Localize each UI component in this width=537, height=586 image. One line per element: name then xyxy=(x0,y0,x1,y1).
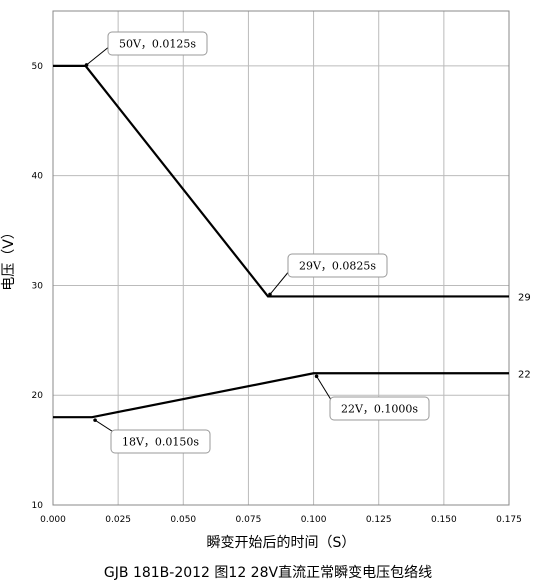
x-tick-label: 0.000 xyxy=(40,515,66,525)
callout: 18V，0.0150s xyxy=(93,418,211,454)
callouts: 50V，0.0125s 29V，0.0825s 22V，0.1000s 18V，0.0… xyxy=(84,31,430,454)
y-tick-label: 40 xyxy=(32,172,44,182)
y-axis-title: 电压（V） xyxy=(1,225,17,291)
y-tick-label: 10 xyxy=(32,501,44,511)
callout: 22V，0.1000s xyxy=(314,374,430,421)
callout-pointer xyxy=(93,418,97,422)
x-tick-label: 0.075 xyxy=(236,515,262,525)
callout-pointer xyxy=(314,374,319,379)
y-tick-label: 20 xyxy=(32,391,44,401)
callout-label: 18V，0.0150s xyxy=(122,436,199,449)
callout-box xyxy=(287,253,388,278)
x-tick-label: 0.050 xyxy=(170,515,196,525)
callout-leader xyxy=(86,45,111,66)
envelope-line-2 xyxy=(53,372,509,419)
plot-area-frame xyxy=(52,10,510,506)
callout-box xyxy=(329,396,430,421)
callout-pointer xyxy=(268,292,272,297)
callout-leader xyxy=(269,269,291,295)
callout-label: 29V，0.0825s xyxy=(299,260,376,273)
x-tick-label: 0.125 xyxy=(366,515,392,525)
callout-label: 22V，0.1000s xyxy=(341,403,418,416)
callout-pointer xyxy=(84,63,89,67)
envelope-line-1 xyxy=(53,64,509,298)
y-tick-label: 50 xyxy=(32,62,44,72)
series-end-label: 29 xyxy=(518,292,531,303)
series: 29 22 xyxy=(53,64,531,419)
callout: 29V，0.0825s xyxy=(268,253,388,297)
x-tick-label: 0.100 xyxy=(301,515,327,525)
callout-box xyxy=(107,31,208,56)
y-tick-label: 30 xyxy=(32,281,44,291)
x-tick-label: 0.175 xyxy=(496,515,522,525)
series-end-label: 22 xyxy=(518,369,531,380)
callout: 50V，0.0125s xyxy=(84,31,208,67)
callout-box xyxy=(110,429,211,454)
tick-labels: 0.000 0.025 0.050 0.075 0.100 0.125 0.150 0.175… xyxy=(32,62,522,525)
x-tick-label: 0.150 xyxy=(431,515,457,525)
x-axis-title: 瞬变开始后的时间（S） xyxy=(207,535,356,551)
x-tick-label: 0.025 xyxy=(105,515,131,525)
callout-label: 50V，0.0125s xyxy=(119,38,196,51)
figure-caption: GJB 181B-2012 图12 28V直流正常瞬变电压包络线 xyxy=(104,564,432,581)
